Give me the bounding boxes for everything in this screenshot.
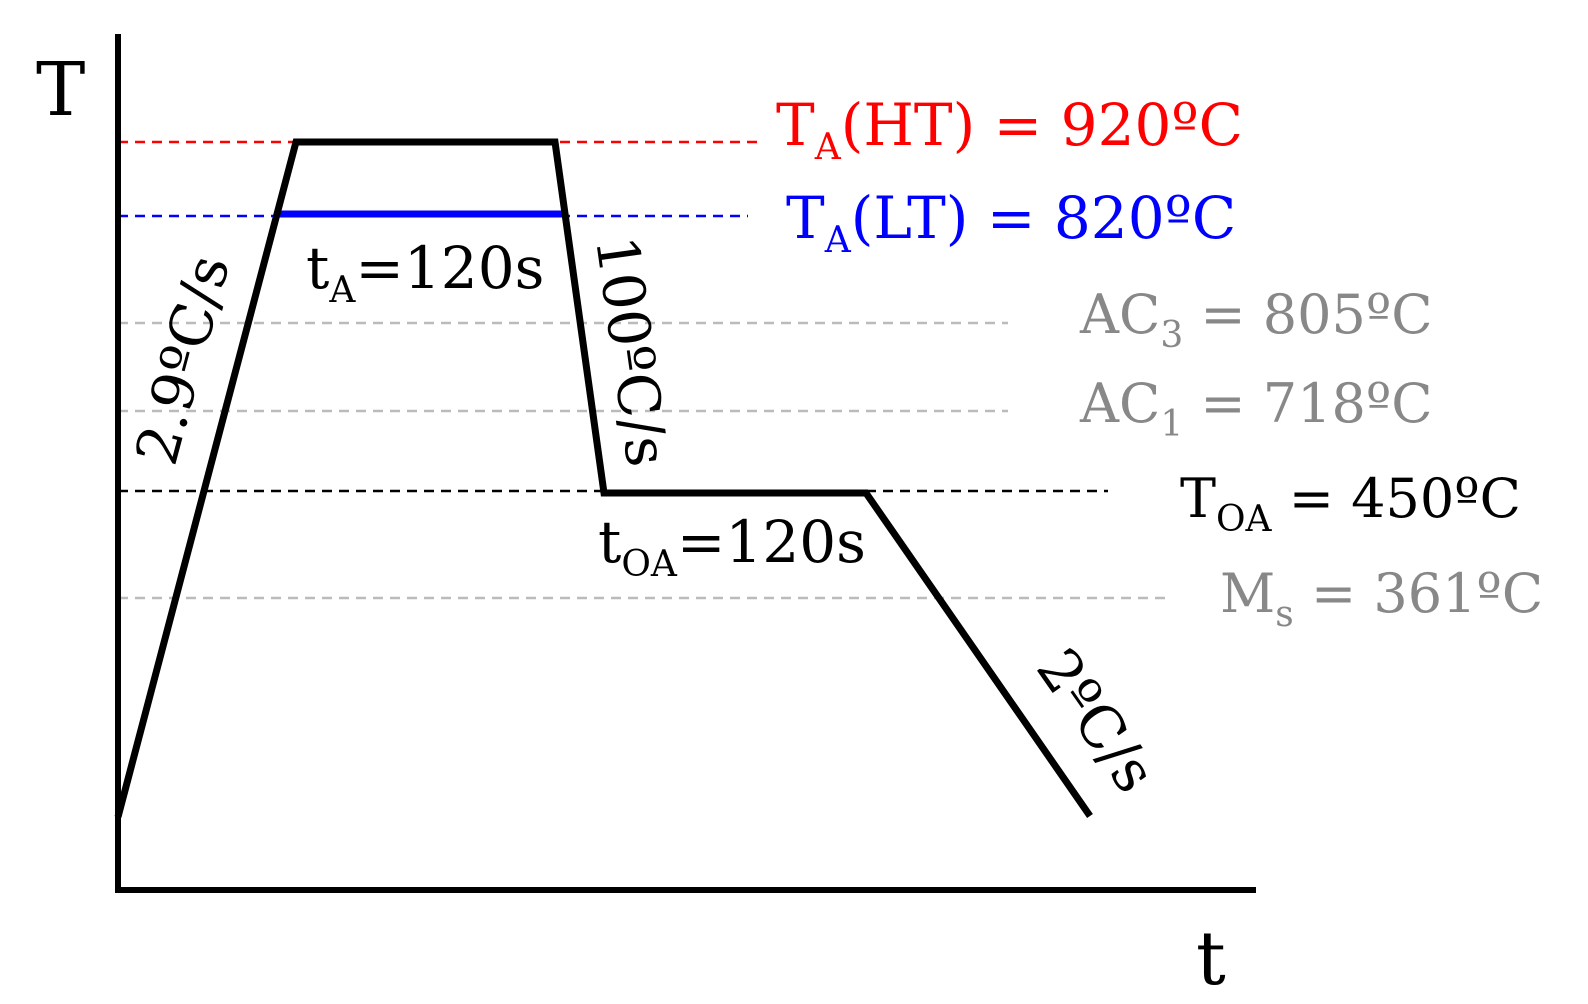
ta-time-label: tA=120s <box>306 234 544 311</box>
ta-ht-label: TA(HT) = 920ºC <box>776 91 1243 168</box>
ac3-label: AC3 = 805ºC <box>1079 283 1433 356</box>
ms-label: Ms = 361ºC <box>1220 562 1543 635</box>
ac1-label: AC1 = 718ºC <box>1079 372 1433 445</box>
toa-label: TOA = 450ºC <box>1180 467 1521 540</box>
final-cooling-rate-label: 2ºC/s <box>1023 636 1169 804</box>
heating-rate-label: 2.9ºC/s <box>122 248 243 472</box>
ta-lt-label: TA(LT) = 820ºC <box>786 184 1236 261</box>
toa-time-label: tOA=120s <box>598 508 866 585</box>
thermal-profile <box>114 138 1093 818</box>
y-axis-label: T <box>36 47 85 133</box>
x-axis-label: t <box>1196 916 1226 1002</box>
